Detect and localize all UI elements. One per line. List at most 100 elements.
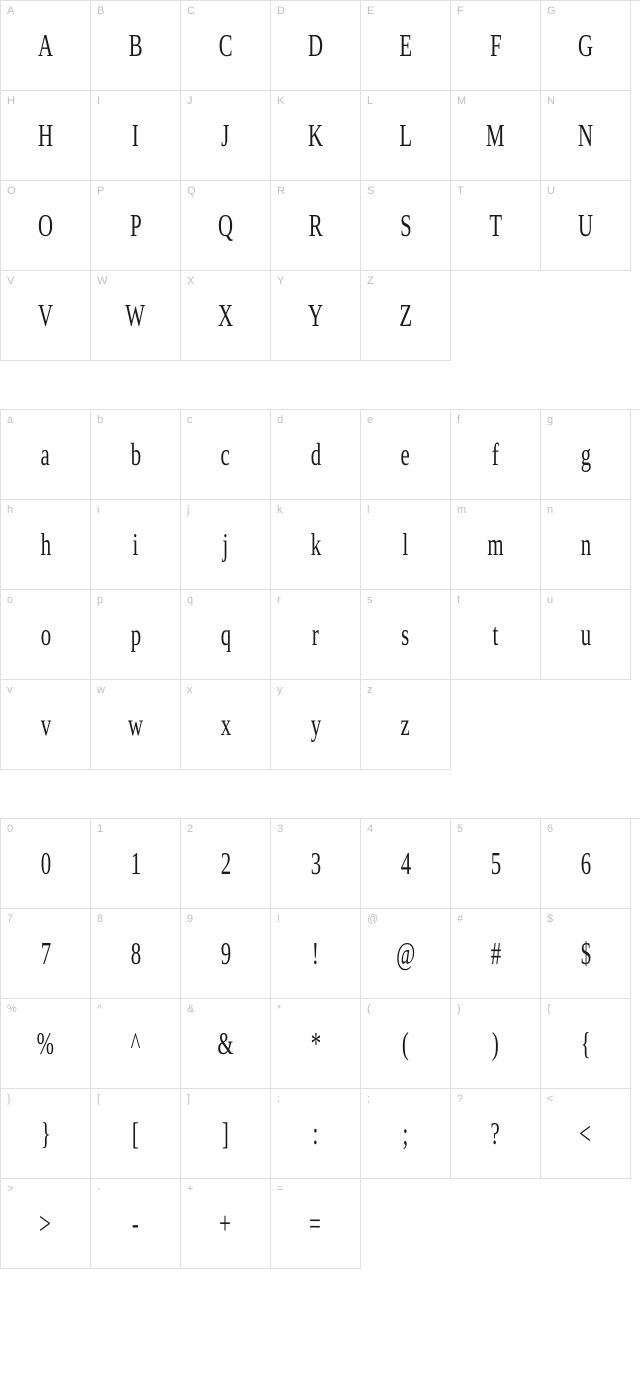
glyph-character: l (403, 526, 409, 563)
character-map-container: AABBCCDDEEFFGGHHIIJJKKLLMMNNOOPPQQRRSSTT… (0, 0, 640, 1269)
glyph-key-label: 1 (97, 823, 103, 835)
glyph-character: H (38, 117, 53, 154)
glyph-key-label: ! (277, 913, 280, 925)
glyph-character: ( (402, 1025, 409, 1062)
glyph-cell: -- (91, 1179, 181, 1269)
glyph-cell: 55 (451, 819, 541, 909)
glyph-character: Y (308, 297, 323, 334)
glyph-character: = (310, 1205, 322, 1242)
glyph-character: 7 (40, 935, 50, 972)
glyph-key-label: b (97, 414, 103, 426)
glyph-key-label: > (7, 1183, 13, 1195)
glyph-cell: SS (361, 181, 451, 271)
glyph-key-label: & (187, 1003, 194, 1015)
glyph-character: + (220, 1205, 232, 1242)
glyph-cell: ff (451, 410, 541, 500)
glyph-character: ! (312, 935, 319, 972)
glyph-cell: 11 (91, 819, 181, 909)
glyph-character: z (401, 706, 410, 743)
glyph-character: ^ (131, 1025, 141, 1062)
glyph-character: 9 (220, 935, 230, 972)
glyph-key-label: A (7, 5, 14, 17)
glyph-cell: WW (91, 271, 181, 361)
glyph-character: c (221, 436, 230, 473)
glyph-cell: ++ (181, 1179, 271, 1269)
glyph-key-label: } (7, 1093, 11, 1105)
glyph-key-label: $ (547, 913, 553, 925)
glyph-character: v (40, 706, 50, 743)
glyph-character: k (310, 526, 320, 563)
glyph-character: N (578, 117, 593, 154)
glyph-character: G (578, 27, 593, 64)
glyph-key-label: 9 (187, 913, 193, 925)
glyph-character: t (493, 616, 499, 653)
glyph-key-label: f (457, 414, 460, 426)
glyph-character: D (308, 27, 323, 64)
glyph-key-label: g (547, 414, 553, 426)
glyph-key-label: Z (367, 275, 374, 287)
glyph-character: X (218, 297, 233, 334)
glyph-cell: GG (541, 1, 631, 91)
glyph-cell: ll (361, 500, 451, 590)
glyph-character: : (313, 1115, 319, 1152)
glyph-cell: 44 (361, 819, 451, 909)
glyph-character: < (580, 1115, 592, 1152)
glyph-key-label: ; (367, 1093, 370, 1105)
glyph-cell: zz (361, 680, 451, 770)
glyph-cell: ]] (181, 1089, 271, 1179)
glyph-cell: oo (1, 590, 91, 680)
glyph-character: d (310, 436, 320, 473)
glyph-cell: DD (271, 1, 361, 91)
glyph-key-label: D (277, 5, 285, 17)
glyph-cell: dd (271, 410, 361, 500)
glyph-cell: NN (541, 91, 631, 181)
glyph-character: o (40, 616, 50, 653)
glyph-cell: KK (271, 91, 361, 181)
glyph-key-label: q (187, 594, 193, 606)
glyph-cell: @@ (361, 909, 451, 999)
glyph-key-label: t (457, 594, 460, 606)
glyph-character: V (38, 297, 53, 334)
glyph-character: I (132, 117, 139, 154)
glyph-character: b (130, 436, 140, 473)
glyph-key-label: s (367, 594, 373, 606)
glyph-key-label: [ (97, 1093, 100, 1105)
glyph-key-label: M (457, 95, 466, 107)
glyph-character: 1 (130, 845, 140, 882)
glyph-character: r (312, 616, 319, 653)
glyph-key-label: 2 (187, 823, 193, 835)
glyph-cell: ^^ (91, 999, 181, 1089)
glyph-cell: uu (541, 590, 631, 680)
glyph-key-label: - (97, 1183, 101, 1195)
glyph-cell: QQ (181, 181, 271, 271)
glyph-character: - (132, 1205, 139, 1242)
glyph-cell: 77 (1, 909, 91, 999)
glyph-key-label: * (277, 1003, 281, 1015)
glyph-key-label: 6 (547, 823, 553, 835)
glyph-character: U (578, 207, 593, 244)
glyph-key-label: c (187, 414, 193, 426)
glyph-cell: EE (361, 1, 451, 91)
glyph-character: T (489, 207, 502, 244)
glyph-key-label: % (7, 1003, 17, 1015)
glyph-key-label: G (547, 5, 556, 17)
glyph-cell: BB (91, 1, 181, 91)
glyph-key-label: ( (367, 1003, 371, 1015)
glyph-cell: qq (181, 590, 271, 680)
glyph-character: e (401, 436, 410, 473)
glyph-character: ] (222, 1115, 229, 1152)
glyph-key-label: N (547, 95, 555, 107)
glyph-cell: HH (1, 91, 91, 181)
glyph-cell: aa (1, 410, 91, 500)
glyph-cell: mm (451, 500, 541, 590)
glyph-character: x (220, 706, 230, 743)
glyph-cell: 22 (181, 819, 271, 909)
glyph-grid-numbers-symbols: 00112233445566778899!!@@##$$%%^^&&**(())… (0, 818, 640, 1269)
glyph-key-label: V (7, 275, 14, 287)
glyph-cell: 66 (541, 819, 631, 909)
glyph-character: B (129, 27, 143, 64)
glyph-cell: && (181, 999, 271, 1089)
glyph-character: P (130, 207, 142, 244)
glyph-cell: PP (91, 181, 181, 271)
glyph-key-label: O (7, 185, 16, 197)
